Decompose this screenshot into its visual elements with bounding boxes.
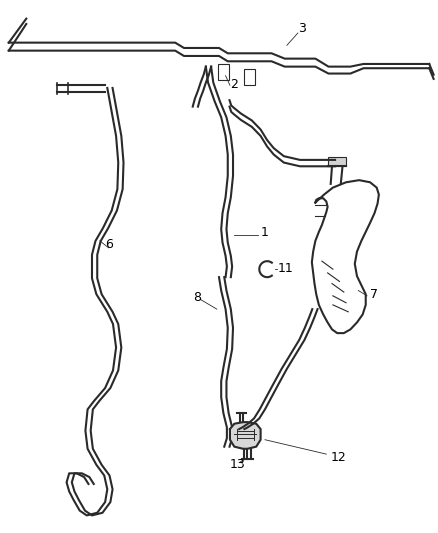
Polygon shape — [230, 422, 261, 449]
Text: 1: 1 — [261, 226, 268, 239]
Text: 6: 6 — [105, 238, 113, 251]
Text: 12: 12 — [331, 451, 346, 464]
Text: 13: 13 — [230, 458, 246, 471]
Text: 2: 2 — [230, 78, 238, 91]
Text: 7: 7 — [370, 288, 378, 302]
FancyBboxPatch shape — [244, 69, 255, 85]
Text: 3: 3 — [298, 22, 306, 35]
FancyBboxPatch shape — [218, 64, 229, 80]
Text: 8: 8 — [193, 291, 201, 304]
Text: 11: 11 — [278, 262, 294, 275]
Bar — [328, 157, 346, 166]
